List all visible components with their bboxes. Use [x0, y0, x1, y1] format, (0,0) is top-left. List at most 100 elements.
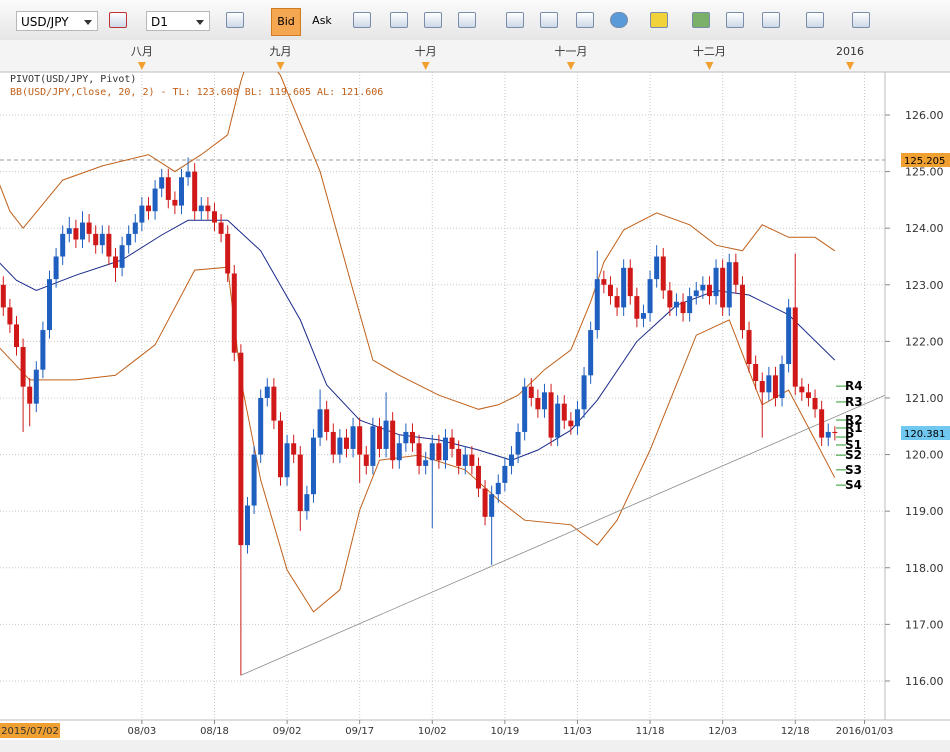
x-tick-label: 08/18: [200, 726, 229, 737]
candle-body: [733, 262, 739, 285]
icon[interactable]: [226, 12, 244, 28]
pivot-label: R1: [845, 421, 863, 435]
icon[interactable]: [576, 12, 594, 28]
x-tick-label: 2015/07/02: [1, 726, 59, 737]
timeframe-select[interactable]: D1: [146, 11, 210, 31]
y-tick-label: 119.00: [905, 505, 944, 518]
candle-body: [310, 437, 316, 495]
candle-body: [383, 420, 389, 449]
candle-body: [442, 437, 448, 461]
indicator-label: PIVOT(USD/JPY, Pivot): [10, 74, 136, 85]
candle-body: [330, 431, 336, 455]
candle-body: [79, 222, 85, 240]
candle-body: [363, 454, 369, 466]
candle-body: [238, 352, 244, 546]
candle-body: [304, 494, 310, 512]
plot-area: [0, 72, 885, 720]
candle-body: [640, 313, 646, 319]
month-marker: [421, 62, 430, 70]
candle-body: [284, 443, 290, 478]
candle-body: [99, 233, 105, 246]
symbol-select[interactable]: USD/JPY: [16, 11, 98, 31]
candle-body: [145, 205, 151, 212]
indicator-line: [0, 72, 836, 410]
icon[interactable]: [506, 12, 524, 28]
candle-body: [700, 284, 706, 291]
bid-button[interactable]: Bid: [271, 8, 301, 36]
icon[interactable]: [762, 12, 780, 28]
icon[interactable]: [852, 12, 870, 28]
icon[interactable]: [610, 12, 628, 28]
candle-body: [726, 262, 732, 308]
candle-body: [759, 381, 765, 393]
candle-body: [231, 273, 237, 353]
icon[interactable]: [424, 12, 442, 28]
candle-body: [429, 443, 435, 461]
candle-body: [337, 437, 343, 455]
x-tick-label: 11/18: [636, 726, 665, 737]
month-marker: [276, 62, 285, 70]
candle-body: [772, 375, 778, 398]
pivot-label: S4: [845, 478, 862, 492]
icon[interactable]: [692, 12, 710, 28]
pivot-label: P: [845, 430, 854, 444]
candle-body: [390, 420, 396, 461]
icon[interactable]: [806, 12, 824, 28]
candle-body: [33, 369, 39, 404]
candle-body: [7, 307, 13, 325]
x-tick-label: 12/03: [708, 726, 737, 737]
candle-body: [60, 233, 66, 257]
candle-body: [555, 403, 561, 438]
candle-body: [370, 426, 376, 466]
x-tick-label: 09/17: [345, 726, 374, 737]
icon[interactable]: [390, 12, 408, 28]
x-tick-label: 10/19: [490, 726, 519, 737]
candle-body: [27, 386, 33, 404]
candle-body: [673, 301, 679, 308]
candle-body: [482, 488, 488, 517]
candle-body: [357, 426, 363, 455]
month-label: 八月: [131, 45, 153, 58]
candle-body: [522, 386, 528, 432]
candle-body: [271, 386, 277, 421]
candle-body: [805, 392, 811, 398]
candle-body: [535, 397, 541, 410]
y-tick-label: 118.00: [905, 562, 944, 575]
candle-body: [218, 222, 224, 234]
candle-body: [66, 228, 72, 234]
icon[interactable]: [540, 12, 558, 28]
candle-body: [112, 256, 118, 268]
candle-body: [541, 392, 547, 410]
candle-body: [667, 290, 673, 308]
icon[interactable]: [353, 12, 371, 28]
ask-button[interactable]: Ask: [312, 14, 332, 27]
candle-body: [456, 448, 462, 466]
price-marker: [901, 426, 950, 441]
candle-body: [324, 409, 330, 432]
candle-body: [568, 420, 574, 427]
candle-body: [720, 267, 726, 308]
candle-body: [660, 256, 666, 291]
pivot-label: S2: [845, 448, 862, 462]
icon[interactable]: [650, 12, 668, 28]
candle-body: [132, 222, 138, 234]
candle-body: [376, 426, 382, 449]
icon[interactable]: [726, 12, 744, 28]
candle-body: [403, 431, 409, 444]
y-tick-label: 124.00: [905, 222, 944, 235]
candle-body: [588, 330, 594, 376]
icon[interactable]: [458, 12, 476, 28]
top-axis-band: [0, 40, 950, 72]
candle-body: [409, 431, 415, 444]
month-marker: [566, 62, 575, 70]
candle-body: [495, 482, 501, 495]
candle-body: [462, 454, 468, 466]
candle-body: [205, 205, 211, 212]
candle-body: [119, 245, 125, 268]
y-tick-label: 123.00: [905, 279, 944, 292]
candle-body: [548, 392, 554, 438]
icon[interactable]: [109, 12, 127, 28]
month-label: 十二月: [693, 44, 726, 58]
x-tick-label: 09/02: [273, 726, 302, 737]
